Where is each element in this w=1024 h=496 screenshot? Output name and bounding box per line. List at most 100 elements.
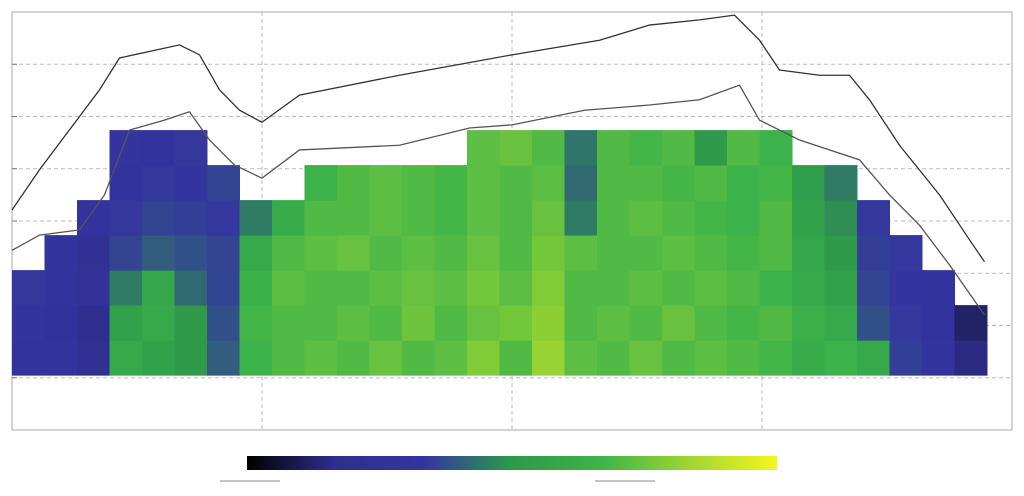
heatmap-cell [239, 305, 273, 341]
heatmap-cell [77, 340, 110, 376]
heatmap-cell [174, 130, 208, 166]
heatmap-cell [337, 340, 370, 376]
heatmap-cell [792, 340, 825, 376]
heatmap-cell [272, 305, 305, 341]
heatmap-cell [304, 165, 338, 201]
heatmap-cell [142, 200, 175, 236]
heatmap-cell [759, 305, 793, 341]
heatmap-cell [629, 340, 663, 376]
heatmap-cell [564, 130, 598, 166]
heatmap-cell [564, 200, 598, 236]
heatmap-cell [337, 165, 370, 201]
heatmap-cell [857, 200, 890, 236]
heatmap-cell [824, 340, 858, 376]
heatmap-cell [77, 200, 110, 236]
heatmap-cell [499, 165, 533, 201]
heatmap-cell [402, 340, 435, 376]
heatmap-cell [207, 305, 240, 341]
heatmap-cell [727, 130, 760, 166]
heatmap-cell [369, 305, 403, 341]
heatmap-cell [564, 270, 598, 306]
heatmap-cell [207, 235, 240, 271]
heatmap-cell [727, 305, 760, 341]
heatmap-cell [499, 340, 533, 376]
heatmap-cell [272, 340, 305, 376]
heatmap-cell [532, 165, 565, 201]
heatmap-cell [532, 200, 565, 236]
heatmap-cell [857, 235, 890, 271]
heatmap-cell [694, 200, 728, 236]
heatmap-cell [174, 165, 208, 201]
heatmap-cell [889, 270, 923, 306]
heatmap-cell [532, 270, 565, 306]
heatmap-cell [12, 340, 45, 376]
heatmap-cell [889, 340, 923, 376]
heatmap-cell [889, 235, 923, 271]
heatmap-cell [402, 165, 435, 201]
heatmap-cell [402, 200, 435, 236]
heatmap-cell [597, 305, 630, 341]
heatmap-cell [499, 270, 533, 306]
heatmap-cell [824, 235, 858, 271]
colorbar [247, 456, 777, 470]
heatmap-cell [174, 305, 208, 341]
heatmap-cell [109, 305, 143, 341]
heatmap-cell [532, 340, 565, 376]
heatmap-cell [44, 235, 78, 271]
heatmap-cell [662, 270, 695, 306]
heatmap-cell [532, 130, 565, 166]
heatmap-cell [954, 340, 988, 376]
heatmap-cell [369, 165, 403, 201]
heatmap-cell [369, 340, 403, 376]
heatmap-cell [77, 270, 110, 306]
heatmap-cell [694, 270, 728, 306]
heatmap-cell [304, 305, 338, 341]
heatmap-cell [759, 200, 793, 236]
heatmap-cell [792, 305, 825, 341]
heatmap-cell [499, 130, 533, 166]
heatmap-cell [337, 305, 370, 341]
heatmap-cell [727, 270, 760, 306]
heatmap-cell [662, 305, 695, 341]
heatmap-cell [44, 305, 78, 341]
heatmap-cell [239, 340, 273, 376]
heatmap-cell [174, 200, 208, 236]
heatmap-cell [304, 235, 338, 271]
heatmap-cell [467, 340, 500, 376]
heatmap-cell [109, 340, 143, 376]
heatmap-cell [109, 270, 143, 306]
heatmap-cell [239, 235, 273, 271]
heatmap-cell [597, 270, 630, 306]
heatmap-cell [759, 235, 793, 271]
heatmap-cell [662, 340, 695, 376]
heatmap-cell [174, 235, 208, 271]
heatmap-cell [272, 200, 305, 236]
heatmap-cell [694, 340, 728, 376]
heatmap-cell [857, 340, 890, 376]
heatmap-cell [207, 340, 240, 376]
heatmap-cell [597, 200, 630, 236]
heatmap-cell [142, 270, 175, 306]
heatmap-cell [889, 305, 923, 341]
heatmap-cell [239, 200, 273, 236]
heatmap-cell [629, 165, 663, 201]
heatmap-cell [629, 270, 663, 306]
heatmap-cell [239, 270, 273, 306]
heatmap-cell [467, 165, 500, 201]
heatmap-cell [109, 130, 143, 166]
heatmap-cell [824, 200, 858, 236]
heatmap-cell [369, 200, 403, 236]
heatmap-cell [402, 235, 435, 271]
heatmap-cell [467, 305, 500, 341]
heatmap-cell [857, 270, 890, 306]
heatmap-cell [142, 130, 175, 166]
heatmap-cell [792, 270, 825, 306]
heatmap-cell [207, 270, 240, 306]
heatmap-cell [12, 270, 45, 306]
heatmap-cell [922, 305, 955, 341]
heatmap-cell [662, 130, 695, 166]
heatmap-cell [532, 235, 565, 271]
heatmap-cell [434, 340, 468, 376]
heatmap-cell [434, 165, 468, 201]
heatmap-cell [629, 130, 663, 166]
